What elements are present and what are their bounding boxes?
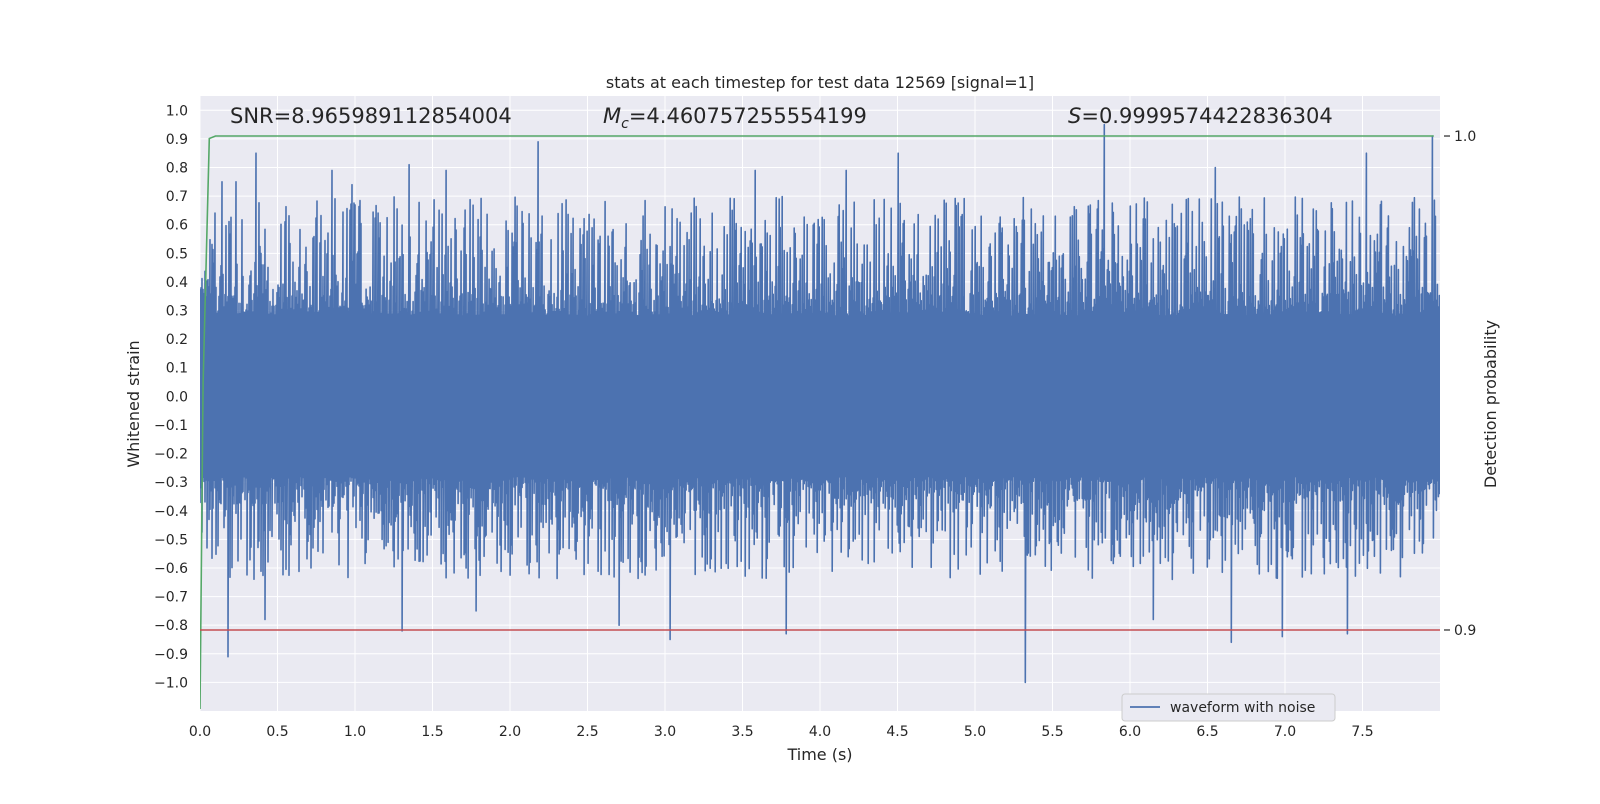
y-tick-label: 1.0 [166, 103, 188, 119]
y2-tick-label: 1.0 [1454, 129, 1476, 145]
chart-title: stats at each timestep for test data 125… [606, 73, 1034, 92]
y2-tick-label: 0.9 [1454, 623, 1476, 639]
y-tick-label: −0.2 [154, 447, 188, 463]
y2-axis-ticks: 1.0 0.9 [1444, 129, 1476, 639]
x-tick-label: 3.0 [654, 724, 676, 740]
x-tick-label: 4.0 [809, 724, 831, 740]
x-tick-label: 1.5 [421, 724, 443, 740]
y2-axis-label: Detection probability [1481, 320, 1500, 488]
x-tick-label: 5.0 [964, 724, 986, 740]
chirp-mass-symbol: M [603, 104, 621, 128]
x-tick-label: 2.5 [576, 724, 598, 740]
x-tick-label: 2.0 [499, 724, 521, 740]
y-axis-ticks: 1.0 0.9 0.8 0.7 0.6 0.5 0.4 0.3 0.2 0.1 0.0 −0.1 −0.… [154, 103, 188, 691]
s-symbol: S [1068, 104, 1081, 128]
s-value: =0.9999574422836304 [1081, 104, 1332, 128]
y-tick-label: 0.8 [166, 161, 188, 177]
x-axis-label: Time (s) [786, 745, 852, 764]
y-tick-label: 0.9 [166, 132, 188, 148]
detection-probability-series [200, 135, 1434, 710]
y-tick-label: −0.5 [154, 532, 188, 548]
x-tick-label: 1.0 [344, 724, 366, 740]
snr-annotation: SNR=8.965989112854004 [230, 104, 512, 128]
x-tick-label: 4.5 [886, 724, 908, 740]
chirp-mass-value: =4.460757255554199 [629, 104, 867, 128]
snr-prob-annotation: S=0.9999574422836304 [1068, 104, 1333, 128]
y-tick-label: 0.5 [166, 246, 188, 262]
x-tick-label: 0.0 [189, 724, 211, 740]
y-tick-label: 0.4 [166, 275, 188, 291]
y-tick-label: −0.9 [154, 647, 188, 663]
legend-label-waveform: waveform with noise [1170, 700, 1315, 716]
y-tick-label: 0.1 [166, 361, 188, 377]
y-tick-label: 0.0 [166, 389, 188, 405]
chirp-mass-subscript: c [621, 116, 629, 132]
x-tick-label: 7.0 [1274, 724, 1296, 740]
x-tick-label: 6.0 [1119, 724, 1141, 740]
y-tick-label: 0.3 [166, 304, 188, 320]
y-tick-label: −0.4 [154, 504, 188, 520]
x-tick-label: 5.5 [1041, 724, 1063, 740]
y-tick-label: −0.3 [154, 475, 188, 491]
waveform-series [200, 123, 1440, 684]
y-tick-label: −1.0 [154, 675, 188, 691]
legend: waveform with noise [1121, 693, 1336, 722]
y-tick-label: −0.8 [154, 618, 188, 634]
y-tick-label: 0.6 [166, 218, 188, 234]
y-axis-label: Whitened strain [124, 340, 143, 467]
x-axis-ticks: 0.0 0.5 1.0 1.5 2.0 2.5 3.0 3.5 4.0 4.5 5.0 5.5 6.0 6… [189, 724, 1374, 740]
y-tick-label: 0.7 [166, 189, 188, 205]
x-tick-label: 6.5 [1196, 724, 1218, 740]
chirp-mass-annotation: Mc=4.460757255554199 [603, 104, 867, 132]
x-tick-label: 7.5 [1351, 724, 1373, 740]
x-tick-label: 0.5 [266, 724, 288, 740]
y-tick-label: −0.1 [154, 418, 188, 434]
y-tick-label: 0.2 [166, 332, 188, 348]
legend-box [1121, 693, 1336, 722]
x-tick-label: 3.5 [731, 724, 753, 740]
series-layer [200, 123, 1440, 710]
y-tick-label: −0.7 [154, 590, 188, 606]
y-tick-label: −0.6 [154, 561, 188, 577]
